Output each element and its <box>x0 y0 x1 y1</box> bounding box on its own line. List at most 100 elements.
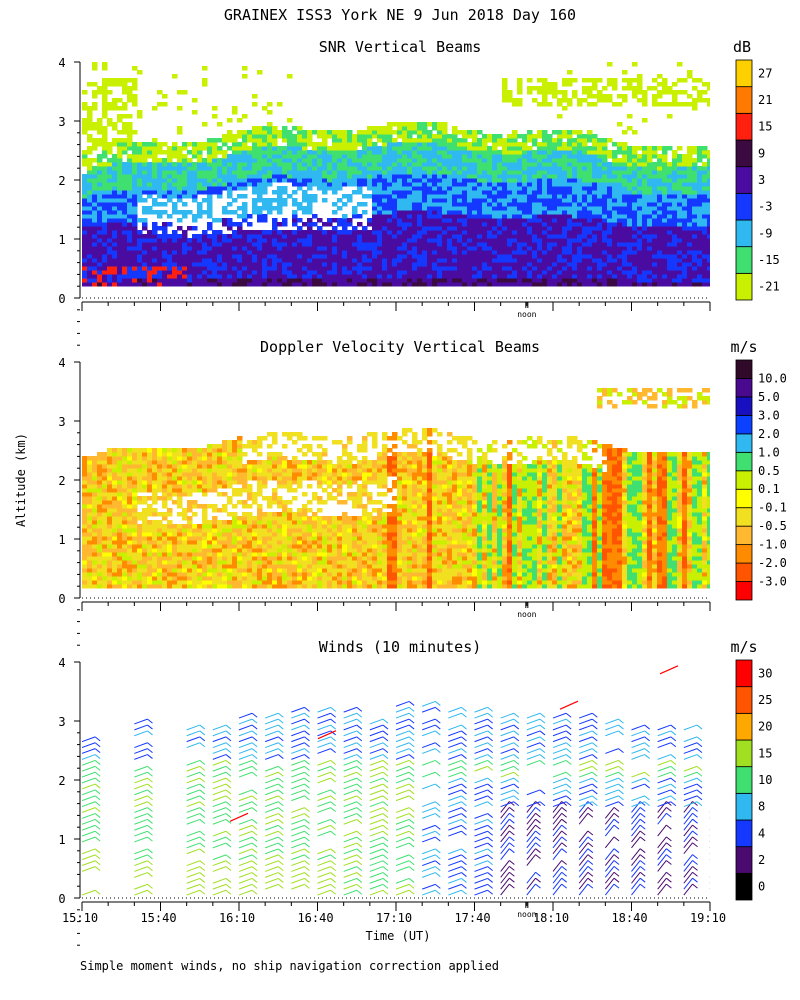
doppler-cell <box>97 508 103 513</box>
snr-cell <box>377 250 383 255</box>
snr-cell <box>102 222 108 227</box>
snr-cell <box>397 226 403 231</box>
snr-cell <box>542 86 548 91</box>
snr-cell <box>622 242 628 247</box>
snr-cell <box>577 270 583 275</box>
snr-cell <box>387 278 393 283</box>
snr-cell <box>372 238 378 243</box>
snr-cell <box>102 178 108 183</box>
snr-cell <box>407 258 413 263</box>
snr-cell <box>92 146 98 151</box>
snr-cell <box>217 274 223 279</box>
snr-cell <box>667 282 673 287</box>
snr-cell <box>497 190 503 195</box>
snr-cell <box>412 234 418 239</box>
snr-cell <box>592 162 598 167</box>
snr-cell <box>607 190 613 195</box>
snr-cell <box>607 170 613 175</box>
snr-cell <box>92 194 98 199</box>
snr-cell <box>187 246 193 251</box>
snr-cell <box>237 182 243 187</box>
snr-cell <box>192 262 198 267</box>
snr-cell <box>197 142 203 147</box>
snr-cell <box>187 266 193 271</box>
snr-cell <box>257 258 263 263</box>
snr-cell <box>122 210 128 215</box>
snr-cell <box>632 242 638 247</box>
snr-cell <box>202 242 208 247</box>
snr-cell <box>632 78 638 83</box>
snr-cell <box>282 234 288 239</box>
snr-cell <box>557 154 563 159</box>
snr-cell <box>117 274 123 279</box>
snr-cell <box>167 246 173 251</box>
snr-cell <box>392 162 398 167</box>
doppler-cell <box>107 484 113 489</box>
snr-cell <box>482 134 488 139</box>
snr-cell <box>212 190 218 195</box>
snr-cell <box>677 158 683 163</box>
snr-cell <box>657 210 663 215</box>
snr-cell <box>92 222 98 227</box>
snr-cell <box>162 178 168 183</box>
snr-cell <box>342 238 348 243</box>
snr-cell <box>147 270 153 275</box>
snr-cell <box>522 278 528 283</box>
snr-cell <box>452 146 458 151</box>
snr-cell <box>562 242 568 247</box>
snr-cell <box>537 130 543 135</box>
snr-cell <box>622 234 628 239</box>
snr-cell <box>357 150 363 155</box>
snr-cell <box>302 146 308 151</box>
snr-cell <box>382 150 388 155</box>
snr-cell <box>387 186 393 191</box>
snr-cell <box>247 170 253 175</box>
snr-cell <box>442 194 448 199</box>
snr-cell <box>562 82 568 87</box>
snr-cell <box>117 174 123 179</box>
snr-cell <box>517 206 523 211</box>
snr-cell <box>607 178 613 183</box>
snr-cell <box>437 238 443 243</box>
snr-cell <box>177 146 183 151</box>
snr-cell <box>82 190 88 195</box>
snr-cell <box>412 282 418 287</box>
snr-cell <box>182 262 188 267</box>
snr-cell <box>517 218 523 223</box>
snr-cell <box>292 214 298 219</box>
snr-cell <box>277 174 283 179</box>
snr-cell <box>417 262 423 267</box>
snr-cell <box>467 142 473 147</box>
snr-cell <box>662 78 668 83</box>
snr-cell <box>572 270 578 275</box>
snr-cell <box>647 266 653 271</box>
snr-cell <box>692 230 698 235</box>
snr-cell <box>537 222 543 227</box>
snr-cell <box>562 198 568 203</box>
snr-cell <box>557 246 563 251</box>
colorbar-label: 9 <box>758 146 765 160</box>
snr-cell <box>287 170 293 175</box>
snr-cell <box>132 282 138 287</box>
snr-cell <box>82 254 88 259</box>
snr-cell <box>137 230 143 235</box>
snr-cell <box>312 174 318 179</box>
snr-cell <box>587 154 593 159</box>
snr-cell <box>287 166 293 171</box>
snr-cell <box>117 270 123 275</box>
snr-cell <box>457 178 463 183</box>
snr-cell <box>82 158 88 163</box>
snr-cell <box>97 254 103 259</box>
snr-cell <box>237 282 243 287</box>
snr-cell <box>277 166 283 171</box>
snr-cell <box>402 146 408 151</box>
snr-cell <box>567 246 573 251</box>
snr-cell <box>482 142 488 147</box>
snr-cell <box>92 66 98 71</box>
snr-cell <box>127 226 133 231</box>
snr-cell <box>367 174 373 179</box>
snr-cell <box>222 274 228 279</box>
snr-cell <box>162 186 168 191</box>
snr-cell <box>512 230 518 235</box>
